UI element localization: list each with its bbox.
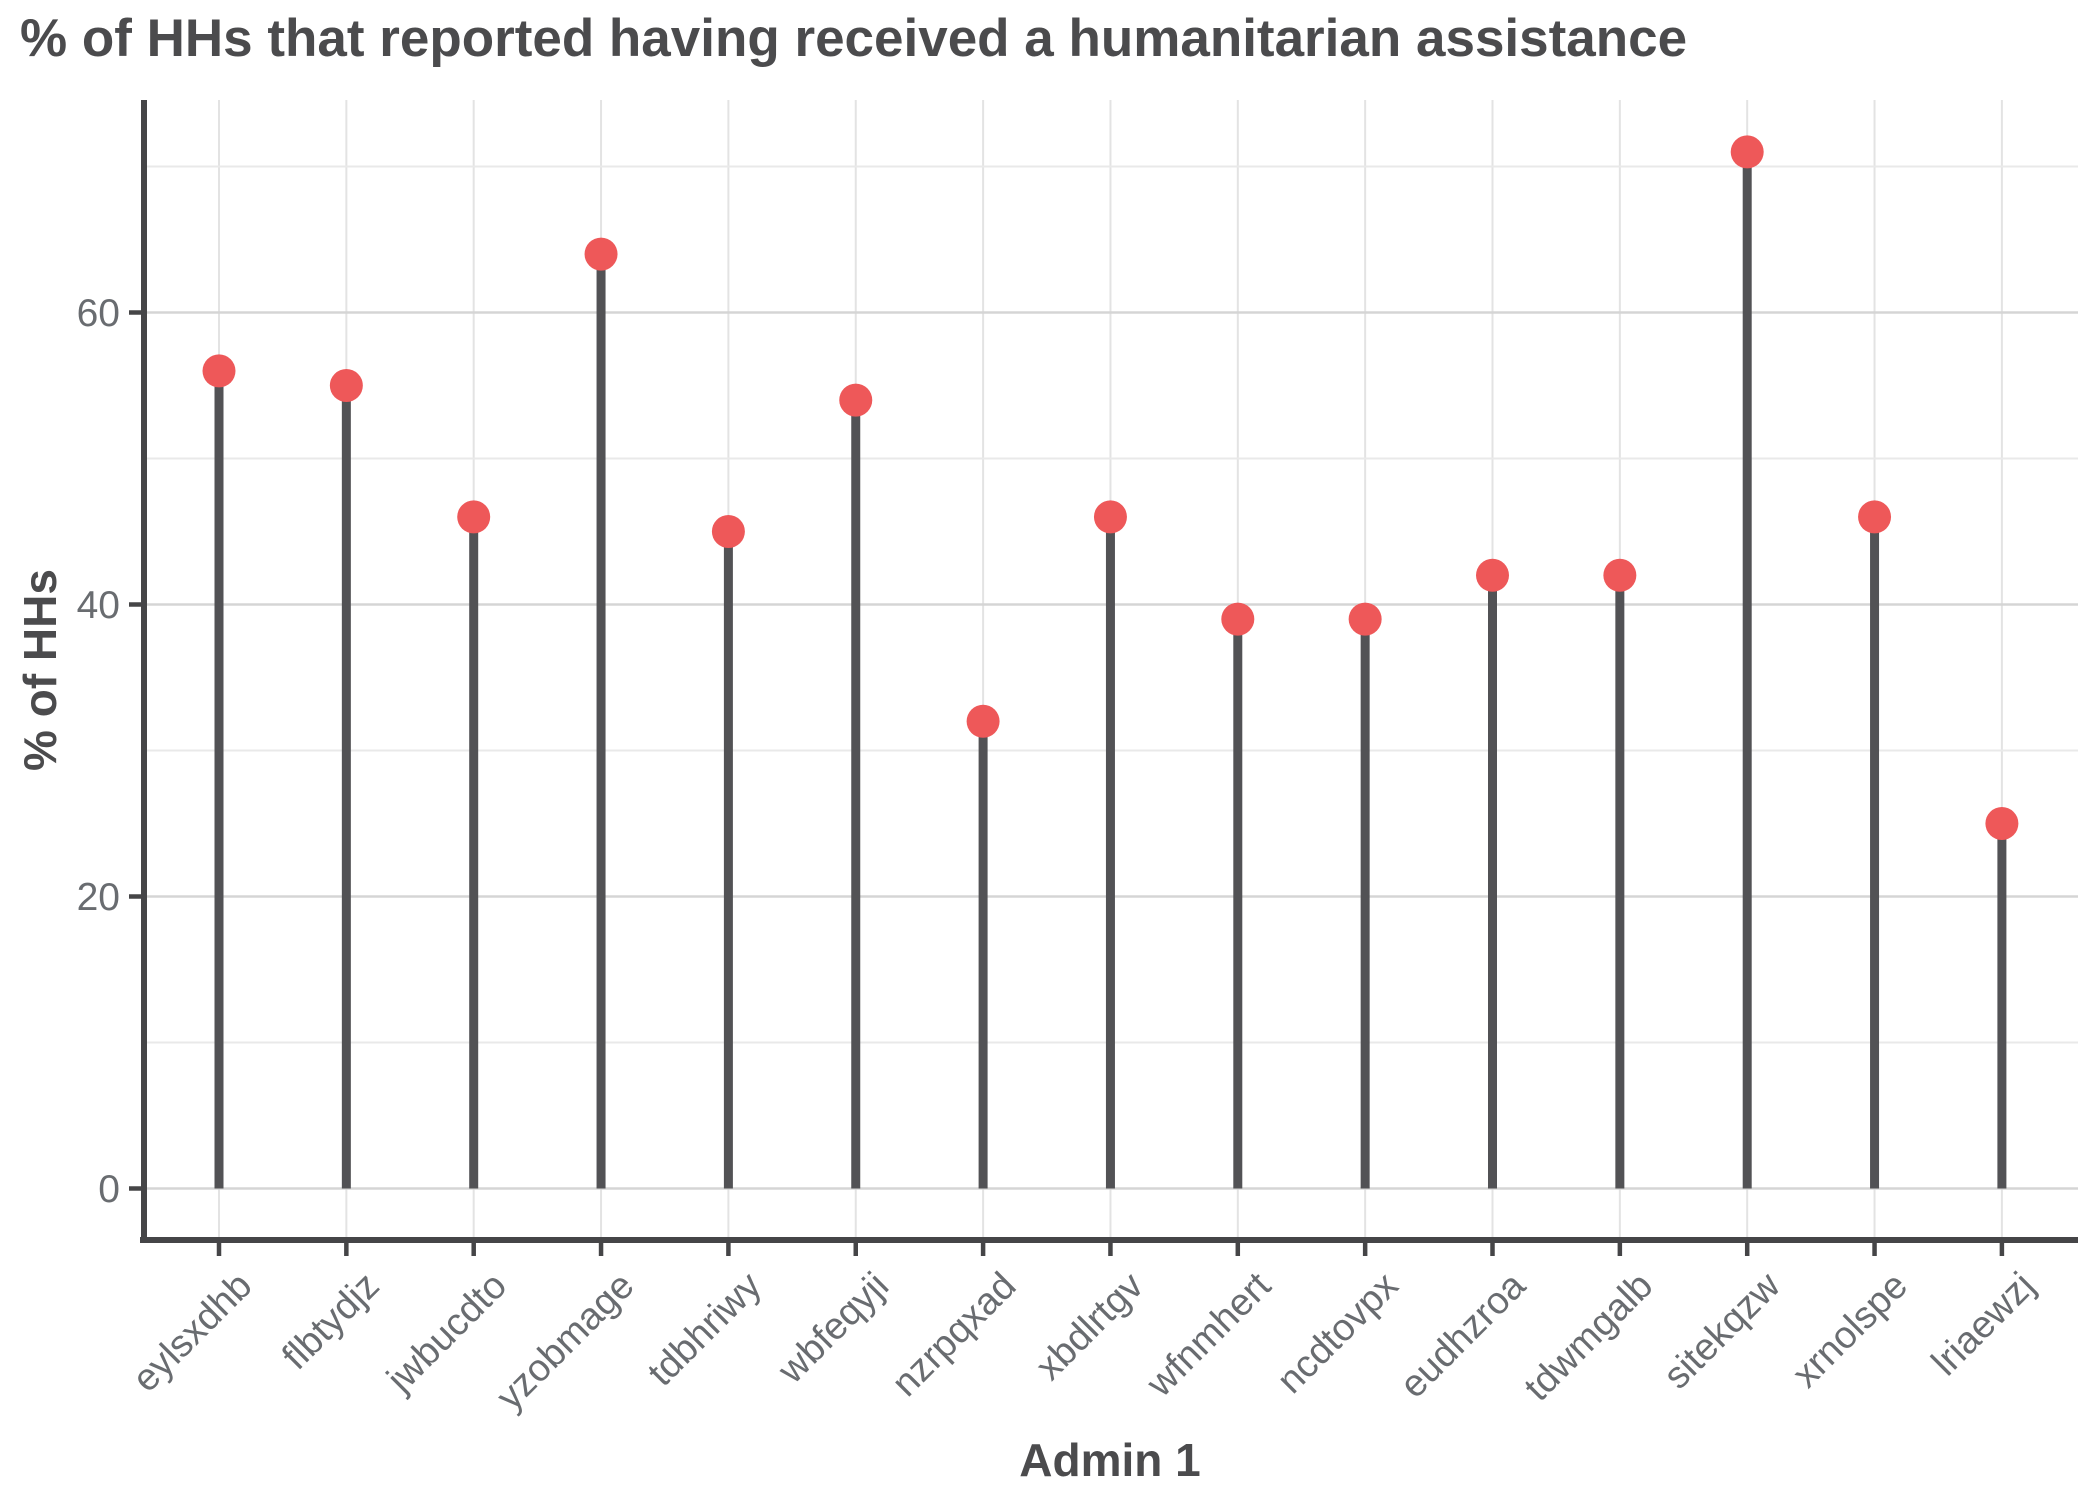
x-tick-label: xrnolspe: [1785, 1265, 1916, 1396]
lollipop-dot: [1093, 500, 1127, 534]
lollipop-dot: [457, 500, 491, 534]
lollipop-dot: [1221, 602, 1255, 636]
lollipop-dot: [1476, 558, 1509, 592]
lollipop-dot: [329, 369, 363, 402]
lollipop-dot: [584, 237, 618, 271]
y-tick-label: 20: [77, 876, 120, 919]
x-tick-label: jwbucdto: [379, 1265, 515, 1401]
y-axis-title: % of HHs: [14, 569, 66, 771]
x-tick-label: sitekqzw: [1656, 1264, 1789, 1397]
x-tick-label: lriaewzj: [1924, 1265, 2043, 1384]
x-tick-label: yzobmage: [489, 1265, 643, 1419]
lollipop-dot: [1858, 500, 1892, 534]
x-tick-label: tdbhriwy: [640, 1265, 770, 1395]
lollipop-dot: [1985, 807, 2019, 840]
y-tick-label: 60: [77, 292, 120, 335]
x-tick-label: tdwmgalb: [1517, 1265, 1662, 1410]
x-tick-label: wbfeqyji: [770, 1265, 897, 1392]
lollipop-dot: [202, 354, 236, 388]
lollipops: [202, 135, 2019, 1189]
lollipop-dot: [839, 383, 873, 417]
lollipop-dot: [966, 704, 1000, 738]
x-tick-label: flbtydjz: [274, 1265, 387, 1378]
lollipop-dot: [1730, 135, 1764, 169]
x-tick-label: ncdtovpx: [1269, 1265, 1406, 1402]
x-tick-label: wfnmhert: [1138, 1264, 1279, 1405]
x-tick-label: eylsxdhb: [125, 1265, 261, 1401]
y-tick-label: 40: [77, 584, 120, 627]
x-tick-label: eudhzroa: [1392, 1264, 1534, 1406]
x-axis-title: Admin 1: [1019, 1434, 1200, 1486]
x-tick-label: nzrpqxad: [884, 1265, 1024, 1405]
axes: [129, 100, 2078, 1256]
chart-title: % of HHs that reported having received a…: [20, 9, 1687, 68]
lollipop-dot: [711, 515, 745, 548]
lollipop-dot: [1348, 602, 1382, 636]
lollipop-dot: [1603, 558, 1637, 592]
y-tick-label: 0: [98, 1168, 120, 1211]
x-tick-label: xbdlrtgv: [1028, 1265, 1152, 1389]
